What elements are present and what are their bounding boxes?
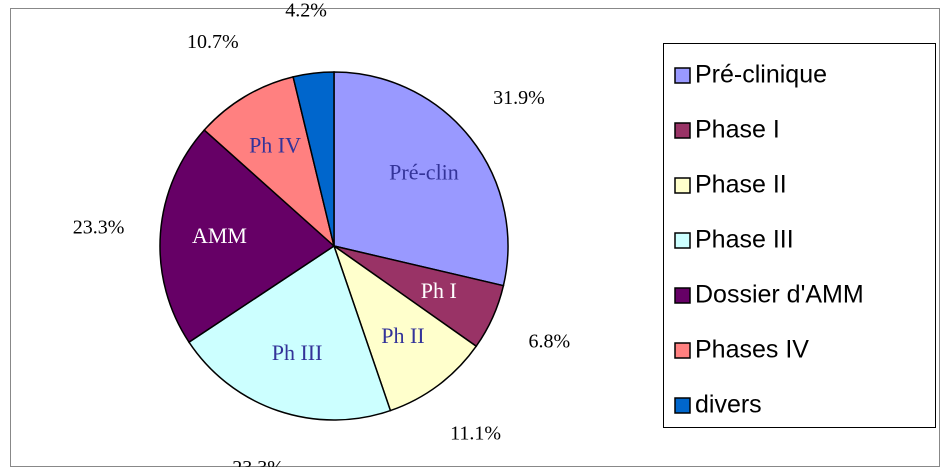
pie-slice bbox=[333, 71, 509, 287]
legend-swatch bbox=[674, 67, 691, 84]
value-label: 10.7% bbox=[187, 31, 239, 53]
slice-label: Pré-clin bbox=[389, 160, 459, 185]
pie-slice bbox=[292, 71, 335, 247]
legend-label: Phases IV bbox=[695, 336, 809, 364]
legend-swatch bbox=[674, 122, 691, 139]
legend-swatch bbox=[674, 397, 691, 414]
legend-label: Dossier d'AMM bbox=[695, 281, 864, 309]
value-label: 4.2% bbox=[285, 0, 327, 21]
value-label: 23.3% bbox=[73, 217, 125, 239]
slice-label: Ph III bbox=[272, 340, 323, 365]
slice-label: Ph IV bbox=[249, 132, 301, 157]
legend-box bbox=[663, 43, 936, 428]
legend-label: divers bbox=[695, 391, 762, 419]
pie-slice bbox=[159, 128, 336, 344]
slice-label: AMM bbox=[192, 223, 247, 248]
pie-slice bbox=[187, 244, 392, 421]
slice-label: Ph I bbox=[421, 278, 457, 303]
legend-swatch bbox=[674, 287, 691, 304]
pie-slice bbox=[332, 244, 478, 412]
pie-slice bbox=[203, 75, 336, 249]
slice-label: Ph II bbox=[381, 323, 424, 348]
value-label: 31.9% bbox=[493, 87, 545, 109]
legend-swatch bbox=[674, 177, 691, 194]
value-label: 11.1% bbox=[450, 422, 501, 444]
legend-label: Pré-clinique bbox=[695, 61, 827, 89]
legend-label: Phase I bbox=[695, 116, 780, 144]
legend-swatch bbox=[674, 342, 691, 359]
value-label: 23.3% bbox=[232, 457, 284, 467]
value-label: 6.8% bbox=[528, 330, 570, 352]
legend-label: Phase III bbox=[695, 226, 794, 254]
legend-swatch bbox=[674, 232, 691, 249]
legend-label: Phase II bbox=[695, 171, 787, 199]
